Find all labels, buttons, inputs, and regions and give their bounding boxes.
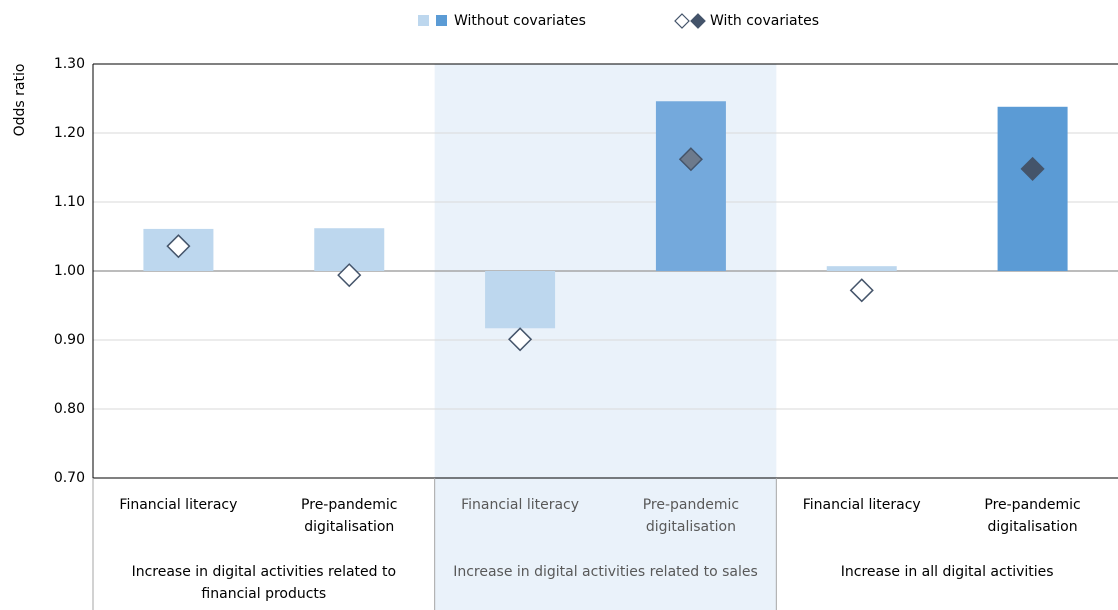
group-label: Increase in all digital activities [840, 564, 1054, 580]
x-tick-label: Financial literacy [461, 497, 580, 513]
group-label: Increase in digital activities related t… [131, 564, 397, 602]
diamond-marker [508, 327, 533, 352]
y-tick-label: 1.30 [54, 56, 85, 72]
x-tick-label: Pre-pandemic digitalisation [301, 497, 398, 535]
bar [826, 266, 897, 271]
diamond-marker [678, 147, 703, 172]
legend-label: With covariates [710, 13, 819, 29]
y-tick-label: 1.10 [54, 194, 85, 210]
diamond-marker [166, 234, 191, 259]
bar [997, 106, 1068, 271]
x-tick-label: Pre-pandemic digitalisation [984, 497, 1081, 535]
x-tick-label: Pre-pandemic digitalisation [642, 497, 740, 535]
y-tick-label: 1.00 [54, 263, 85, 279]
legend-swatch [690, 13, 706, 29]
group-label: Increase in digital activities related t… [453, 564, 758, 580]
y-tick-label: 0.80 [54, 401, 85, 417]
legend-swatch [418, 15, 429, 26]
y-tick-label: 0.90 [54, 332, 85, 348]
x-tick-label: Financial literacy [802, 497, 921, 513]
legend-swatch [674, 13, 690, 29]
legend-swatch [436, 15, 447, 26]
y-axis-label: Odds ratio [12, 64, 28, 137]
legend-label: Without covariates [454, 13, 586, 29]
diamond-marker [337, 263, 362, 288]
y-tick-label: 1.20 [54, 125, 85, 141]
bar [485, 271, 556, 329]
diamond-marker [1020, 156, 1045, 181]
y-tick-label: 0.70 [54, 470, 85, 486]
diamond-marker [849, 278, 874, 303]
bar [655, 101, 726, 271]
x-tick-label: Financial literacy [119, 497, 238, 513]
